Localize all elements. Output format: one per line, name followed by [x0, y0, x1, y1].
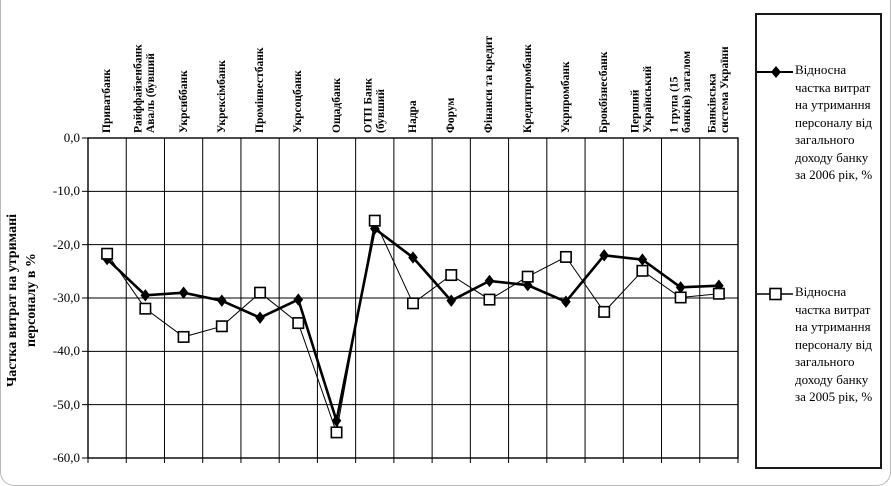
diamond-marker — [484, 274, 495, 288]
diamond-marker — [446, 294, 457, 307]
x-category-label: Ощадбанк — [330, 78, 343, 133]
x-category-label: Банківська система України — [706, 46, 731, 133]
x-category-label: Укрсоцбанк — [292, 70, 305, 133]
square-marker — [215, 320, 228, 333]
square-marker — [139, 302, 152, 315]
x-category-label: Райффайзенбанк Аваль (бувший — [132, 44, 158, 133]
square-marker — [368, 214, 381, 227]
y-tick-label: -20,0 — [52, 236, 80, 252]
diamond-marker — [637, 253, 648, 266]
square-marker — [177, 330, 190, 343]
x-category-label: Укрпромбанк — [559, 61, 572, 133]
x-category-label: Перший Український — [629, 65, 655, 133]
diamond-marker — [217, 294, 227, 307]
legend-box: Відносна частка витрат на утримання перс… — [755, 13, 882, 469]
diamond-marker — [561, 295, 571, 308]
legend-entry-2006: Відносна частка витрат на утримання перс… — [757, 61, 880, 184]
square-marker — [521, 270, 534, 283]
x-category-label: Укрсиббанк — [177, 70, 190, 133]
legend-label-2006: Відносна частка витрат на утримання перс… — [795, 62, 873, 182]
diamond-marker — [331, 414, 342, 427]
diamond-marker — [140, 289, 151, 302]
x-category-label: ОТП Банк (бувший — [362, 77, 387, 133]
y-tick-label: -10,0 — [52, 183, 80, 199]
plot-border — [87, 137, 739, 459]
x-category-label: Надра — [406, 100, 419, 133]
y-tick-label: -60,0 — [52, 450, 80, 465]
square-marker — [674, 291, 687, 304]
x-category-label: Брокбізнесбанк — [597, 51, 610, 133]
x-category-label: Кредитпромбанк — [521, 44, 534, 133]
square-marker — [292, 317, 305, 330]
x-category-label: 1 група (15 банків) загалом — [668, 50, 693, 133]
square-marker — [254, 286, 267, 299]
y-tick-label: -40,0 — [52, 343, 80, 359]
square-marker — [483, 293, 496, 306]
diamond-marker — [408, 251, 418, 264]
plot-area — [82, 137, 739, 463]
x-category-label: Форум — [444, 97, 457, 133]
y-tick-label: -30,0 — [52, 290, 80, 305]
x-category-label: Фінанси та кредит — [483, 35, 496, 133]
square-marker — [559, 250, 572, 263]
diamond-marker — [293, 293, 304, 306]
y-tick-label: -50,0 — [52, 396, 80, 412]
diamond-marker — [255, 311, 265, 324]
legend-entry-2005: Відносна частка витрат на утримання перс… — [757, 283, 880, 406]
diamond-marker — [178, 286, 189, 299]
y-tick-label: 0,0 — [63, 130, 80, 145]
diamond-marker — [599, 249, 609, 262]
square-marker — [636, 264, 649, 277]
plot-area-svg — [82, 137, 739, 463]
square-marker — [598, 305, 611, 318]
filled-diamond-legend-icon — [757, 66, 793, 78]
open-square-legend-icon — [757, 287, 793, 301]
square-marker — [101, 247, 114, 260]
legend-label-2005: Відносна частка витрат на утримання перс… — [795, 284, 873, 404]
square-marker — [406, 297, 419, 310]
square-marker — [712, 287, 725, 300]
square-marker — [445, 269, 458, 282]
x-category-label: Промінвестбанк — [253, 47, 266, 134]
square-marker — [330, 426, 343, 439]
x-category-label: Укрексімбанк — [215, 60, 228, 133]
x-category-label: Приватбанк — [100, 68, 113, 133]
diamond-marker — [675, 281, 686, 294]
